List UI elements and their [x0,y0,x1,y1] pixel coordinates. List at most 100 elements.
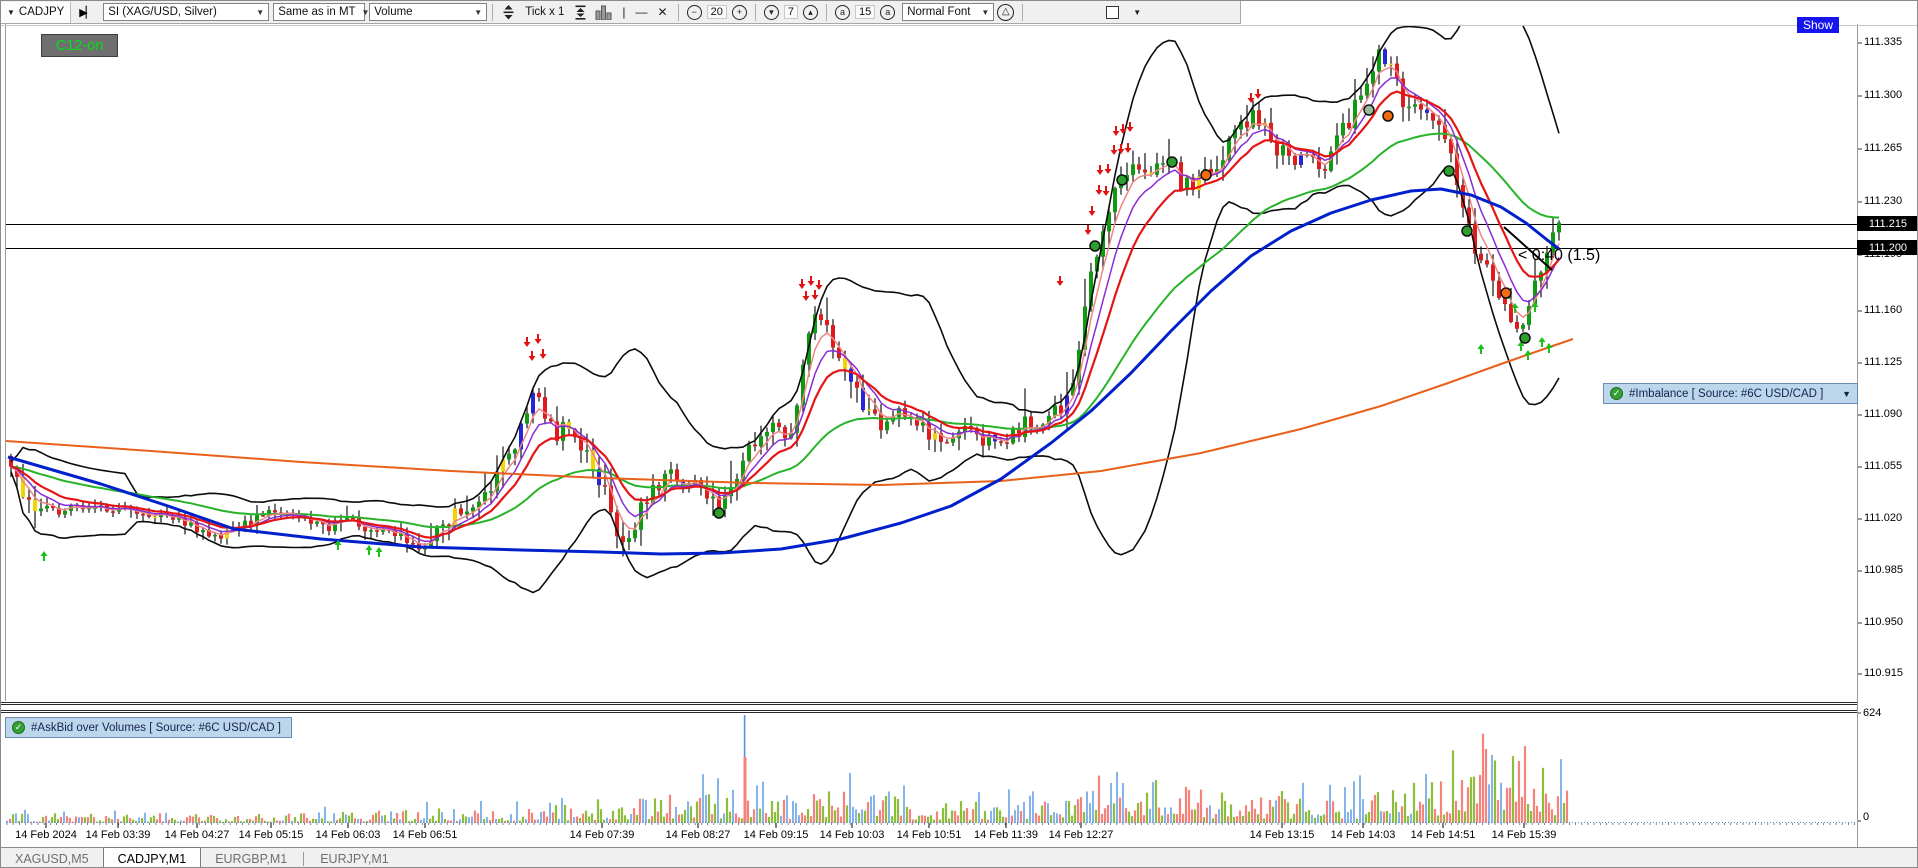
candle-body [459,508,463,515]
candle-body [1527,306,1531,325]
font-larger-icon[interactable]: a [880,4,896,20]
trade-marker-dot[interactable] [1500,287,1512,299]
candle-body [573,428,577,438]
volume-bar [114,810,116,823]
shift-down-icon[interactable]: ▾ [763,4,779,20]
trade-marker-dot[interactable] [1166,156,1178,168]
volume-bar [1061,817,1065,823]
chevron-down-icon[interactable]: ▼ [1842,388,1851,399]
volume-bar [855,809,857,823]
volume-bar [680,814,684,823]
trade-marker-dot[interactable] [1116,174,1128,186]
shift-up-icon[interactable]: ▴ [802,4,818,20]
candle-body [543,397,547,419]
checkbox[interactable] [1106,5,1120,19]
volume-bar [1553,815,1557,823]
chart-tab-cadjpy-m1[interactable]: CADJPY,M1 [102,847,202,867]
chevron-down-icon[interactable]: ▼ [1133,7,1142,17]
askbid-indicator-label[interactable]: ✓ #AskBid over Volumes [ Source: #6C USD… [5,717,292,738]
volume-bar [416,812,420,823]
volume-bar [1344,787,1346,823]
volume-bar [167,819,171,823]
candle-body [471,507,475,512]
volume-bar [50,817,54,823]
volume-bar [209,814,213,823]
buy-arrow-icon [334,540,342,545]
trade-marker-dot[interactable] [1200,169,1212,181]
volume-bar [441,812,443,823]
volume-bar [1149,808,1151,823]
symbol-selector[interactable]: ▼ CADJPY [1,1,72,23]
divider [825,3,827,21]
volume-bar [1469,777,1473,823]
volume-bar [1067,800,1071,823]
volume-bar [125,814,129,823]
volume-bar [1311,814,1313,823]
candle-body [1113,188,1117,213]
chart-tab-eurjpy-m1[interactable]: EURJPY,M1 [320,852,389,866]
volume-bar [1430,782,1434,823]
chart-tab-bar: XAGUSD,M5 CADJPY,M1 EURGBP,M1 EURJPY,M1 [1,847,1917,867]
histogram-icon[interactable] [595,5,613,20]
trade-marker-dot[interactable] [713,507,725,519]
volume-bar [645,800,647,823]
font-smaller-icon[interactable]: a [834,4,850,20]
volume-bar [938,819,942,823]
fit-scale-icon[interactable] [502,4,515,20]
play-icon[interactable]: ▶▏ [79,6,94,19]
close-chart-icon[interactable]: ✕ [657,5,668,19]
candle-body [489,491,493,493]
delta-icon[interactable]: △ [997,3,1015,21]
trade-marker-dot[interactable] [1363,104,1375,116]
volume-bar [1214,814,1218,823]
bar-chart-type-icon[interactable]: | [622,5,626,19]
c12-toggle-button[interactable]: C12-on [41,34,118,57]
trade-marker-dot[interactable] [1089,240,1101,252]
volume-dropdown[interactable]: Volume ▼ [369,3,488,21]
candle-body [345,517,349,520]
sell-arrow-icon [815,285,823,290]
volume-bar [776,801,780,823]
volume-bar [1265,813,1269,823]
compress-scale-icon[interactable] [574,5,587,20]
zoom-in-icon[interactable]: + [731,4,747,20]
volume-bar [993,807,995,823]
zoom-out-icon[interactable]: − [686,4,702,20]
candle-body [897,408,901,417]
volume-bar [1250,800,1254,823]
volume-bar [959,801,963,823]
time-axis-label: 14 Feb 07:39 [569,829,635,841]
chevron-down-icon: ▼ [256,7,265,17]
time-axis-label: 14 Feb 10:03 [819,829,885,841]
volume-bar [131,819,135,823]
volume-bar [866,802,870,823]
ema-green-line [10,132,1560,529]
volume-bar [998,810,1002,823]
volume-bar [48,820,50,823]
trade-marker-dot[interactable] [1461,225,1473,237]
chart-tab-xagusd-m5[interactable]: XAGUSD,M5 [15,852,89,866]
mode-dropdown[interactable]: Same as in MT ▼ [273,3,369,21]
font-dropdown[interactable]: Normal Font ▼ [902,3,995,21]
volume-bar [206,816,210,823]
candle-body [819,314,823,320]
trade-marker-dot[interactable] [1519,332,1531,344]
source-symbol-dropdown[interactable]: SI (XAG/USD, Silver) ▼ [103,3,270,21]
trade-marker-dot[interactable] [1443,165,1455,177]
volume-bar [459,819,461,823]
candle-body [1407,106,1411,109]
chart-tab-eurgbp-m1[interactable]: EURGBP,M1 [215,852,288,866]
volume-bar [881,800,885,823]
volume-value: Volume [374,6,413,18]
show-button[interactable]: Show [1797,17,1839,33]
candle-body [987,434,991,446]
line-chart-type-icon[interactable]: — [635,5,648,19]
volume-bar [632,808,636,823]
volume-bar [59,816,63,823]
volume-bar [659,799,663,823]
volume-bar [626,819,630,823]
volume-bar [512,820,516,823]
trade-marker-dot[interactable] [1382,110,1394,122]
imbalance-indicator-label[interactable]: ✓ #Imbalance [ Source: #6C USD/CAD ] ▼ [1603,383,1858,404]
